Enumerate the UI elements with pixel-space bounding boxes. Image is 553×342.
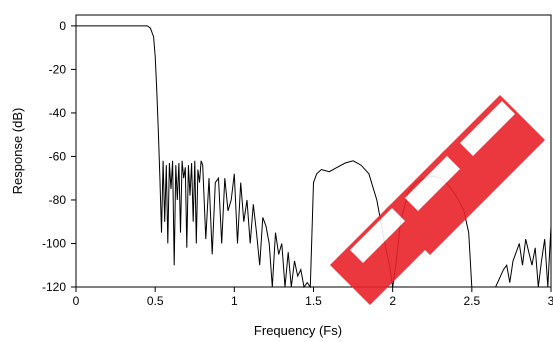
y-tick-label: -100 <box>42 236 66 250</box>
x-tick-label: 1.5 <box>305 294 322 308</box>
y-axis-ticks: 0 -20 -40 -60 -80 -100 -120 <box>42 19 76 294</box>
x-tick-label: 3 <box>548 294 553 308</box>
y-tick-label: -40 <box>49 106 67 120</box>
x-tick-label: 2.5 <box>463 294 480 308</box>
x-tick-label: 0.5 <box>147 294 164 308</box>
series-layer <box>76 25 552 289</box>
y-axis-title: Response (dB) <box>10 108 25 195</box>
y-tick-label: -120 <box>42 280 66 294</box>
y-tick-label: -60 <box>49 149 67 163</box>
x-axis-title: Frequency (Fs) <box>254 323 342 338</box>
x-tick-label: 0 <box>73 294 80 308</box>
y-tick-label: -80 <box>49 193 67 207</box>
y-tick-label: -20 <box>49 62 67 76</box>
x-tick-label: 1 <box>231 294 238 308</box>
x-tick-label: 2 <box>389 294 396 308</box>
watermark-logo <box>330 95 545 305</box>
series-line-0 <box>76 25 552 289</box>
y-tick-label: 0 <box>59 19 66 33</box>
x-axis-ticks: 0 0.5 1 1.5 2 2.5 3 <box>73 287 553 308</box>
